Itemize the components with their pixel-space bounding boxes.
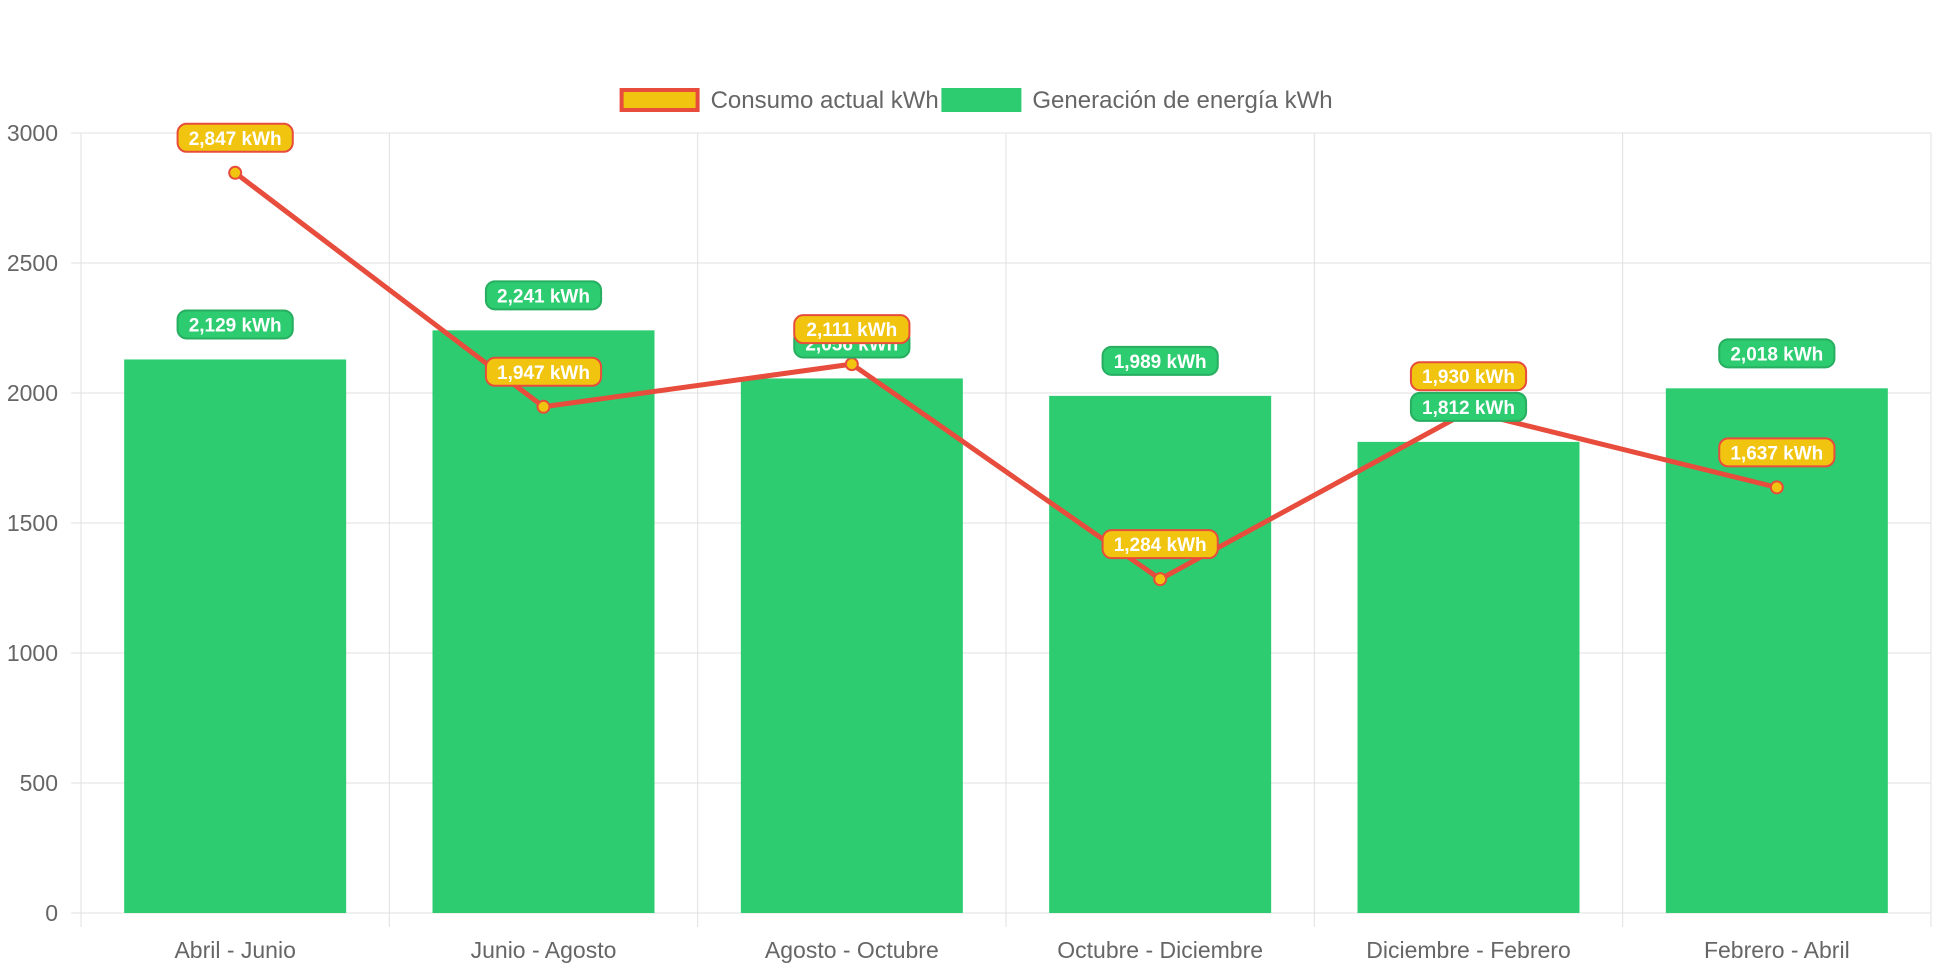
- point-value-label-bg: [484, 356, 603, 387]
- legend[interactable]: Consumo actual kWh Generación de energía …: [619, 87, 1333, 114]
- bar-value-label-text: 2,129 kWh: [189, 315, 282, 336]
- point-value-label: 2,111 kWh: [793, 314, 911, 345]
- bar-value-label-bg: [1718, 338, 1836, 369]
- legend-item[interactable]: Generación de energía kWh: [941, 87, 1333, 114]
- bar-value-label: 2,018 kWh: [1718, 338, 1836, 369]
- x-tick-label: Octubre - Diciembre: [1057, 937, 1263, 963]
- legend-swatch-generacion: [941, 88, 1022, 112]
- bar-value-label: 2,129 kWh: [176, 309, 294, 340]
- axes: 0 500 1000 1500 2000 2500 3000 Abril - Junio Jun…: [7, 120, 1850, 963]
- point-value-label-text: 1,947 kWh: [497, 363, 590, 384]
- bar-value-label-text: 1,812 kWh: [1422, 398, 1515, 419]
- bar-generacion[interactable]: [1665, 388, 1888, 913]
- legend-label: Consumo actual kWh: [711, 87, 939, 114]
- point-consumo[interactable]: [536, 399, 551, 414]
- y-tick-label: 1000: [7, 640, 58, 666]
- point-consumo[interactable]: [844, 357, 859, 372]
- x-tick-label: Diciembre - Febrero: [1366, 937, 1571, 963]
- point-value-label: 1,947 kWh: [484, 356, 603, 387]
- bar-value-label-text: 1,989 kWh: [1114, 352, 1207, 373]
- y-tick-label: 0: [45, 900, 58, 926]
- x-tick-label: Abril - Junio: [174, 937, 295, 963]
- point-value-label-bg: [793, 314, 911, 345]
- point-value-label-text: 1,637 kWh: [1730, 443, 1823, 464]
- grid: [71, 132, 1932, 927]
- y-tick-label: 2000: [7, 380, 58, 406]
- bar-value-label-bg: [1101, 345, 1219, 376]
- y-tick-label: 500: [20, 770, 58, 796]
- bar-value-label-bg: [176, 309, 294, 340]
- bar-value-label: 1,812 kWh: [1409, 391, 1528, 422]
- bar-value-label-text: 2,018 kWh: [1730, 344, 1823, 365]
- point-value-label: 1,284 kWh: [1101, 529, 1219, 560]
- legend-label: Generación de energía kWh: [1032, 87, 1332, 114]
- bars: [124, 330, 1888, 914]
- point-value-label-text: 1,930 kWh: [1422, 367, 1515, 388]
- legend-swatch-consumo: [619, 88, 700, 112]
- bar-value-label: 2,241 kWh: [484, 280, 603, 311]
- point-value-label-text: 2,847 kWh: [189, 129, 282, 150]
- x-tick-label: Agosto - Octubre: [765, 937, 939, 963]
- point-value-label-bg: [1409, 361, 1528, 392]
- bar-value-label-bg: [1409, 391, 1528, 422]
- point-consumo[interactable]: [228, 165, 243, 180]
- x-tick-label: Febrero - Abril: [1704, 937, 1850, 963]
- bar-generacion[interactable]: [432, 330, 655, 914]
- bar-generacion[interactable]: [740, 378, 963, 913]
- point-consumo[interactable]: [1769, 480, 1784, 495]
- bar-generacion[interactable]: [1049, 395, 1272, 913]
- bar-value-label-bg: [484, 280, 603, 311]
- bar-value-label: 1,989 kWh: [1101, 345, 1219, 376]
- y-tick-label: 1500: [7, 510, 58, 536]
- point-value-label-text: 1,284 kWh: [1114, 535, 1207, 556]
- point-value-label: 2,847 kWh: [176, 122, 294, 153]
- bar-value-label-text: 2,241 kWh: [497, 286, 590, 307]
- point-consumo[interactable]: [1153, 572, 1168, 587]
- point-value-label-bg: [176, 122, 294, 153]
- point-value-label-bg: [1718, 437, 1836, 468]
- point-value-label: 1,637 kWh: [1718, 437, 1836, 468]
- y-tick-label: 3000: [7, 120, 58, 146]
- bar-generacion[interactable]: [1357, 441, 1580, 913]
- point-value-label-bg: [1101, 529, 1219, 560]
- point-value-label: 1,930 kWh: [1409, 361, 1528, 392]
- y-tick-label: 2500: [7, 250, 58, 276]
- bar-generacion[interactable]: [124, 359, 347, 914]
- legend-item[interactable]: Consumo actual kWh: [619, 87, 939, 114]
- x-tick-label: Junio - Agosto: [471, 937, 617, 963]
- point-value-label-text: 2,111 kWh: [806, 320, 897, 341]
